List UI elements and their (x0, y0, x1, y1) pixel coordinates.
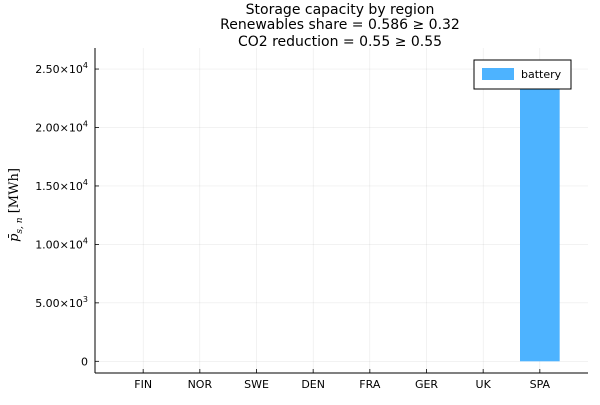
bars (520, 59, 560, 362)
chart-title-line-1: Storage capacity by region (246, 2, 435, 18)
x-tick-label-den: DEN (301, 378, 325, 391)
y-tick-label: 0 (81, 355, 88, 368)
y-tick-label: 1.50×104 (35, 178, 88, 193)
y-axis-label: p̄s, n [MWh] (7, 168, 25, 242)
x-tick-label-uk: UK (476, 378, 492, 391)
y-tick-label: 1.00×104 (35, 236, 88, 251)
chart-title-line-2: Renewables share = 0.586 ≥ 0.32 (220, 17, 460, 33)
x-tick-label-swe: SWE (244, 378, 269, 391)
axes-frame (94, 48, 588, 374)
x-tick-label-ger: GER (415, 378, 438, 391)
y-tick-label: 2.50×104 (35, 61, 88, 76)
legend-swatch (482, 68, 514, 80)
grid (95, 48, 588, 373)
x-tick-label-fin: FIN (134, 378, 152, 391)
legend: battery (473, 59, 572, 90)
y-tick-label: 5.00×103 (35, 295, 88, 310)
y-axis-label-text: p̄s, n [MWh] (7, 168, 25, 242)
x-tick-label-nor: NOR (188, 378, 213, 391)
x-tick-label-fra: FRA (359, 378, 381, 391)
chart-title: Storage capacity by region Renewables sh… (220, 2, 460, 50)
legend-label: battery (521, 68, 562, 81)
x-tick-label-spa: SPA (530, 378, 551, 391)
x-axis: FIN NOR SWE DEN FRA GER UK SPA (134, 369, 551, 391)
y-tick-label: 2.00×104 (35, 119, 88, 134)
y-axis: 0 5.00×103 1.00×104 1.50×104 2.00×104 2.50×10… (35, 61, 99, 368)
bar-spa (520, 59, 560, 362)
chart-title-line-3: CO2 reduction = 0.55 ≥ 0.55 (238, 34, 442, 50)
